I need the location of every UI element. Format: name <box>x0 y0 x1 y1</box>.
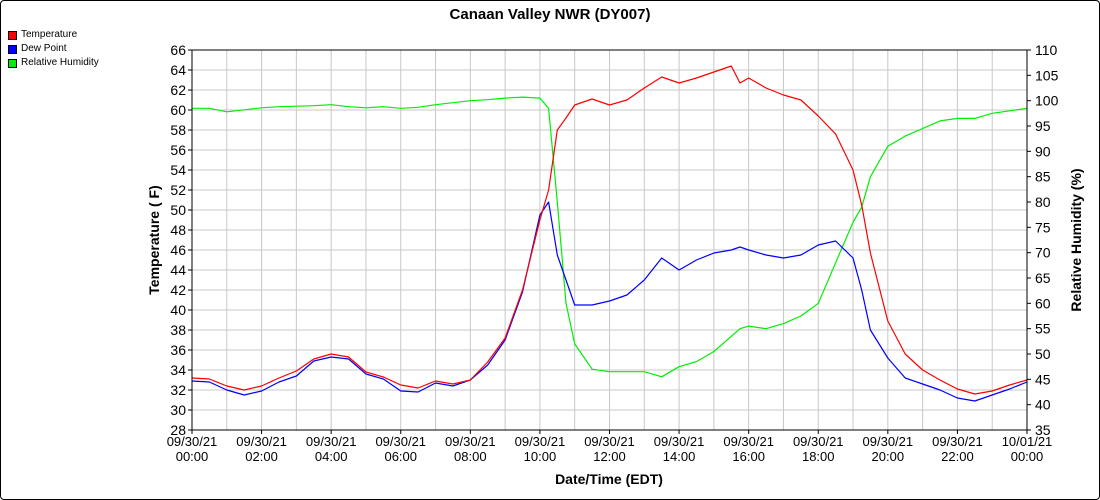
y2-tick-label: 75 <box>1035 219 1051 235</box>
y-tick-label: 46 <box>170 242 186 258</box>
legend-label-dew-point: Dew Point <box>21 43 67 54</box>
y-tick-label: 50 <box>170 202 186 218</box>
y-tick-label: 34 <box>170 362 186 378</box>
x-tick-label: 09/30/21 00:00 <box>167 434 218 464</box>
y-tick-label: 54 <box>170 162 186 178</box>
x-tick-label: 09/30/21 10:00 <box>515 434 566 464</box>
y2-tick-label: 70 <box>1035 245 1051 261</box>
y2-tick-label: 45 <box>1035 371 1051 387</box>
legend-item-relative-humidity: Relative Humidity <box>8 56 99 70</box>
y-tick-label: 30 <box>170 402 186 418</box>
y2-tick-label: 100 <box>1035 93 1059 109</box>
x-tick-label: 09/30/21 08:00 <box>445 434 496 464</box>
y2-tick-label: 95 <box>1035 118 1051 134</box>
y2-tick-label: 85 <box>1035 169 1051 185</box>
y2-tick-label: 65 <box>1035 270 1051 286</box>
x-tick-label: 10/01/21 00:00 <box>1002 434 1053 464</box>
y2-tick-label: 105 <box>1035 67 1059 83</box>
x-tick-label: 09/30/21 04:00 <box>306 434 357 464</box>
y-tick-label: 52 <box>170 182 186 198</box>
plot-area-border <box>191 49 1028 431</box>
x-tick-label: 09/30/21 12:00 <box>584 434 635 464</box>
y-axis-title: Temperature ( F) <box>146 185 162 294</box>
y-tick-label: 60 <box>170 102 186 118</box>
y2-axis-title: Relative Humidity (%) <box>1068 168 1084 311</box>
legend-item-temperature: Temperature <box>8 28 99 42</box>
y2-tick-label: 80 <box>1035 194 1051 210</box>
y-tick-label: 58 <box>170 122 186 138</box>
series-line-relative-humidity <box>192 96 1028 378</box>
grid-layer <box>191 49 1028 431</box>
y2-tick-label: 90 <box>1035 143 1051 159</box>
y2-tick-label: 60 <box>1035 295 1051 311</box>
x-tick-label: 09/30/21 16:00 <box>723 434 774 464</box>
x-tick-label: 09/30/21 18:00 <box>793 434 844 464</box>
y-tick-label: 64 <box>170 62 186 78</box>
legend-label-temperature: Temperature <box>21 29 78 40</box>
series-line-dew-point <box>191 201 1028 402</box>
y-tick-label: 56 <box>170 142 186 158</box>
y-tick-label: 32 <box>170 382 186 398</box>
x-tick-label: 09/30/21 06:00 <box>375 434 426 464</box>
y-tick-label: 66 <box>170 42 186 58</box>
y-tick-label: 28 <box>170 422 186 438</box>
series-line-temperature <box>191 65 1028 395</box>
x-axis-title: Date/Time (EDT) <box>555 471 663 487</box>
y-tick-label: 48 <box>170 222 186 238</box>
y-tick-label: 36 <box>170 342 186 358</box>
ticks-layer: 28 30 32 34 36 38 40 42 44 46 48 50 52 54 56 58 60 62 64 66… <box>167 42 1059 464</box>
chart-title: Canaan Valley NWR (DY007) <box>450 6 651 23</box>
y2-tick-label: 50 <box>1035 346 1051 362</box>
legend-swatch-dew-point <box>8 44 17 54</box>
y2-tick-label: 55 <box>1035 321 1051 337</box>
legend: Temperature Dew Point Relative Humidity <box>8 28 99 70</box>
y2-tick-label: 35 <box>1035 422 1051 438</box>
y-tick-label: 38 <box>170 322 186 338</box>
x-tick-label: 09/30/21 22:00 <box>932 434 983 464</box>
legend-swatch-relative-humidity <box>8 58 17 68</box>
x-tick-label: 09/30/21 14:00 <box>654 434 705 464</box>
legend-swatch-temperature <box>8 30 17 40</box>
y2-tick-label: 40 <box>1035 397 1051 413</box>
y-tick-label: 62 <box>170 82 186 98</box>
x-tick-label: 09/30/21 20:00 <box>863 434 914 464</box>
y-tick-label: 42 <box>170 282 186 298</box>
y-tick-label: 44 <box>170 262 186 278</box>
legend-item-dew-point: Dew Point <box>8 42 99 56</box>
y2-tick-label: 110 <box>1035 42 1058 58</box>
y-tick-label: 40 <box>170 302 186 318</box>
series-layer <box>191 65 1028 402</box>
x-tick-label: 09/30/21 02:00 <box>236 434 287 464</box>
legend-label-relative-humidity: Relative Humidity <box>21 57 99 68</box>
